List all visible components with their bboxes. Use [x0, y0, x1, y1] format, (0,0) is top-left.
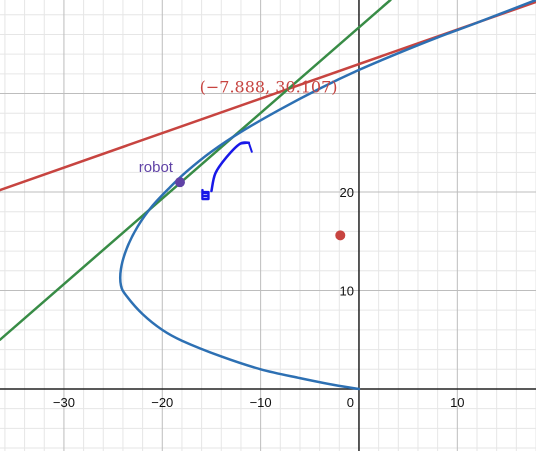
curves[interactable]: [0, 0, 536, 391]
green-line[interactable]: [0, 0, 392, 341]
intersection-label: (−7.888, 30.107): [200, 78, 338, 97]
red-point-point[interactable]: [335, 230, 346, 241]
ink-arrow-head: [238, 141, 253, 153]
origin-label: 0: [347, 395, 354, 410]
x-tick-label: −10: [250, 395, 272, 410]
x-tick-label: −20: [151, 395, 173, 410]
parabola-curve[interactable]: [118, 0, 536, 391]
y-tick-label: 20: [340, 185, 354, 200]
robot-point[interactable]: [174, 177, 185, 188]
tick-labels: −30 −20 −10 10 10 20 0: [53, 185, 465, 410]
robot-label: robot: [139, 159, 174, 176]
ink-scribble: [201, 188, 210, 201]
y-tick-label: 10: [340, 283, 354, 298]
points[interactable]: [174, 177, 346, 241]
x-tick-label: −30: [53, 395, 75, 410]
ink-annotation: [201, 141, 253, 201]
x-tick-label: 10: [450, 395, 464, 410]
annotations: robot (−7.888, 30.107): [139, 78, 338, 177]
